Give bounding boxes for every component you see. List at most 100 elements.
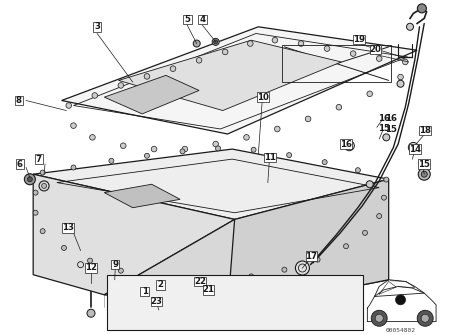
Circle shape <box>397 80 404 87</box>
Text: 00054802: 00054802 <box>385 328 416 333</box>
Circle shape <box>182 146 188 152</box>
Bar <box>107 275 363 330</box>
Circle shape <box>27 177 32 182</box>
Circle shape <box>109 158 114 163</box>
Circle shape <box>376 56 382 61</box>
Circle shape <box>336 105 342 110</box>
Circle shape <box>66 103 72 108</box>
Circle shape <box>42 184 46 188</box>
Text: 6: 6 <box>17 160 23 169</box>
Circle shape <box>366 181 373 188</box>
FancyBboxPatch shape <box>93 22 101 31</box>
FancyBboxPatch shape <box>419 159 430 169</box>
Circle shape <box>222 49 228 55</box>
FancyBboxPatch shape <box>306 252 317 261</box>
Circle shape <box>408 142 419 152</box>
Circle shape <box>212 39 219 45</box>
Text: 5: 5 <box>184 15 190 24</box>
FancyBboxPatch shape <box>257 92 269 102</box>
Text: 15: 15 <box>385 126 397 134</box>
Text: 3: 3 <box>94 22 100 31</box>
Circle shape <box>164 295 176 308</box>
Circle shape <box>377 214 382 218</box>
Circle shape <box>375 314 383 322</box>
FancyBboxPatch shape <box>111 260 119 269</box>
Circle shape <box>182 279 187 284</box>
FancyBboxPatch shape <box>264 153 276 162</box>
Text: 9: 9 <box>112 260 118 269</box>
Circle shape <box>33 190 38 195</box>
Circle shape <box>87 309 95 317</box>
Circle shape <box>344 244 348 249</box>
Circle shape <box>33 210 38 215</box>
Circle shape <box>157 308 161 312</box>
Circle shape <box>180 149 185 154</box>
Circle shape <box>418 168 430 180</box>
Circle shape <box>193 40 200 47</box>
FancyBboxPatch shape <box>194 277 206 286</box>
Text: 21: 21 <box>202 285 215 294</box>
Text: 13: 13 <box>62 223 74 232</box>
Circle shape <box>295 261 310 275</box>
Circle shape <box>324 46 330 51</box>
FancyBboxPatch shape <box>183 15 191 24</box>
FancyBboxPatch shape <box>140 287 149 296</box>
FancyBboxPatch shape <box>15 96 23 105</box>
Text: 22: 22 <box>194 277 206 286</box>
Polygon shape <box>104 219 389 312</box>
FancyBboxPatch shape <box>419 126 431 135</box>
Polygon shape <box>62 27 417 134</box>
Text: 12: 12 <box>85 264 97 272</box>
Polygon shape <box>118 40 341 111</box>
Circle shape <box>287 153 292 157</box>
Circle shape <box>417 310 433 326</box>
Circle shape <box>371 310 387 326</box>
Circle shape <box>418 4 426 13</box>
Circle shape <box>344 141 355 151</box>
Text: 14: 14 <box>409 145 421 153</box>
Circle shape <box>384 177 389 182</box>
Circle shape <box>71 123 76 128</box>
FancyBboxPatch shape <box>16 159 24 169</box>
Text: 18: 18 <box>419 126 431 135</box>
Polygon shape <box>104 75 199 114</box>
Circle shape <box>149 276 154 280</box>
Text: 23: 23 <box>150 297 163 306</box>
Circle shape <box>421 171 427 177</box>
Circle shape <box>298 41 304 46</box>
Polygon shape <box>33 174 235 295</box>
Circle shape <box>216 279 220 284</box>
Circle shape <box>367 91 373 96</box>
Text: 17: 17 <box>305 252 318 261</box>
Circle shape <box>120 143 126 148</box>
FancyBboxPatch shape <box>35 154 43 164</box>
FancyBboxPatch shape <box>354 35 365 44</box>
Circle shape <box>213 141 219 147</box>
FancyBboxPatch shape <box>198 15 207 24</box>
Circle shape <box>40 170 45 175</box>
Circle shape <box>363 230 367 235</box>
Circle shape <box>274 126 280 132</box>
Text: 15: 15 <box>418 160 430 169</box>
Circle shape <box>244 135 249 140</box>
Circle shape <box>144 74 150 79</box>
Polygon shape <box>228 179 389 312</box>
Circle shape <box>272 38 278 43</box>
Circle shape <box>247 41 253 46</box>
Circle shape <box>282 267 287 272</box>
Circle shape <box>40 229 45 233</box>
Circle shape <box>402 59 408 65</box>
Text: 8: 8 <box>16 96 22 105</box>
Circle shape <box>151 146 157 152</box>
FancyBboxPatch shape <box>370 45 381 54</box>
Text: 1: 1 <box>142 287 147 296</box>
Circle shape <box>322 160 327 164</box>
Text: 16: 16 <box>340 140 352 148</box>
Text: 4: 4 <box>200 15 205 24</box>
Circle shape <box>24 174 36 185</box>
Polygon shape <box>104 184 180 208</box>
Circle shape <box>350 51 356 56</box>
Circle shape <box>214 40 218 44</box>
FancyBboxPatch shape <box>409 144 420 154</box>
FancyBboxPatch shape <box>340 139 352 149</box>
